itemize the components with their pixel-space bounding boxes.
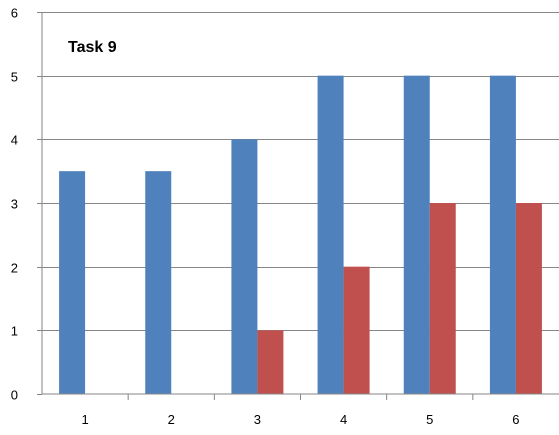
y-tick-label: 6 — [11, 6, 18, 21]
x-tick-label: 4 — [340, 412, 347, 427]
bar-series-1 — [317, 75, 344, 395]
x-tick-label: 1 — [81, 412, 88, 427]
y-tick-label: 4 — [11, 133, 18, 148]
x-tick-label: 3 — [254, 412, 261, 427]
x-tick-label: 2 — [168, 412, 175, 427]
bar-series-2 — [257, 330, 284, 394]
bar-series-2 — [515, 203, 542, 394]
y-tick-labels: 0 1 2 3 4 5 6 — [11, 6, 42, 403]
bar-series-1 — [145, 171, 172, 394]
x-tick-labels: 1 2 3 4 5 6 — [81, 394, 520, 427]
chart-title: Task 9 — [68, 39, 117, 56]
bar-series-1 — [231, 139, 258, 394]
bars — [59, 75, 542, 395]
bar-series-2 — [343, 266, 370, 394]
x-tick-label: 6 — [512, 412, 519, 427]
y-tick-label: 5 — [11, 70, 18, 85]
bar-series-1 — [403, 75, 430, 395]
y-tick-label: 0 — [11, 388, 18, 403]
bar-series-2 — [429, 203, 456, 394]
bar-series-1 — [59, 171, 86, 394]
y-tick-label: 2 — [11, 261, 18, 276]
y-tick-label: 1 — [11, 324, 18, 339]
bar-series-1 — [489, 75, 516, 395]
grid-lines — [42, 12, 559, 331]
x-tick-label: 5 — [426, 412, 433, 427]
y-tick-label: 3 — [11, 197, 18, 212]
